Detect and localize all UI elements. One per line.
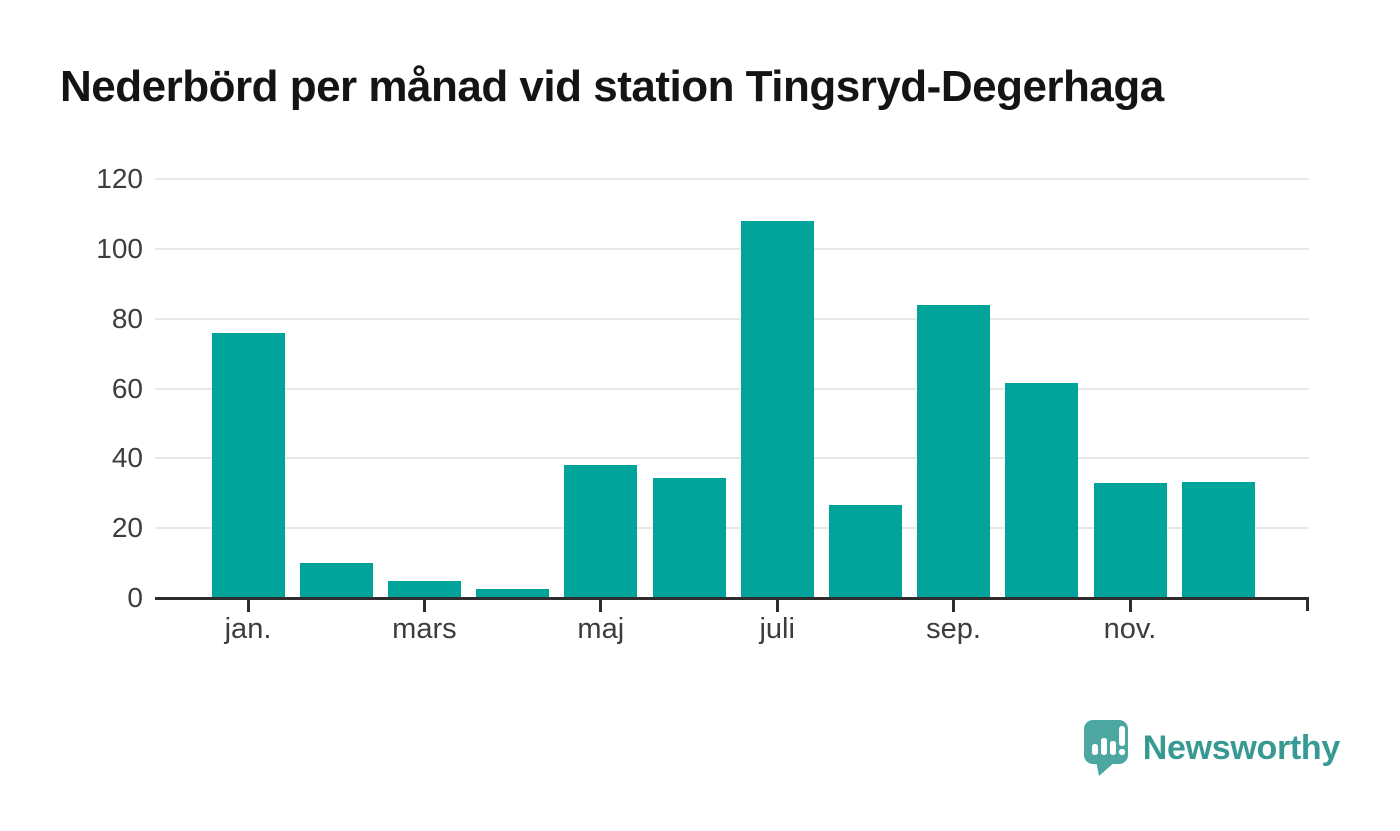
bar-okt. <box>1005 383 1079 598</box>
x-tick-maj <box>599 599 603 612</box>
x-tick-label-mars: mars <box>392 613 457 645</box>
gridline-60 <box>155 387 1309 390</box>
bar-maj <box>564 465 638 598</box>
y-tick-label-20: 20 <box>111 512 143 544</box>
x-tick-mars <box>422 599 426 612</box>
y-tick-label-100: 100 <box>96 232 143 264</box>
gridline-80 <box>155 317 1309 320</box>
gridline-20 <box>155 527 1309 530</box>
x-tick-label-sep.: sep. <box>926 613 982 645</box>
x-tick-label-jan.: jan. <box>224 613 272 645</box>
x-tick-sep. <box>952 599 956 612</box>
x-tick-jan. <box>246 599 250 612</box>
brand-name: Newsworthy <box>1142 728 1341 767</box>
newsworthy-logo: Newsworthy <box>1082 718 1340 778</box>
bar-juni <box>652 477 726 598</box>
bar-sep. <box>917 304 991 598</box>
x-tick-juli <box>775 599 779 612</box>
gridline-40 <box>155 457 1309 460</box>
x-tick-label-nov.: nov. <box>1103 613 1157 645</box>
bar-nov. <box>1093 482 1167 598</box>
x-tick-label-juli: juli <box>759 613 795 645</box>
y-tick-label-80: 80 <box>111 302 143 334</box>
newsworthy-speech-bubble-chart-icon <box>1083 720 1128 776</box>
bar-jan. <box>211 332 285 598</box>
x-axis-end-tick <box>1306 598 1309 611</box>
bar-mars <box>387 580 461 598</box>
x-tick-label-maj: maj <box>577 613 625 645</box>
bar-aug. <box>828 505 902 598</box>
x-axis-line <box>155 596 1309 600</box>
bar-apr. <box>476 589 550 598</box>
y-tick-label-60: 60 <box>111 372 143 404</box>
chart-title: Nederbörd per månad vid station Tingsryd… <box>60 62 1164 111</box>
y-tick-label-120: 120 <box>96 163 143 194</box>
x-tick-nov. <box>1128 599 1132 612</box>
bar-dec. <box>1181 481 1255 598</box>
y-tick-label-0: 0 <box>127 582 143 613</box>
gridline-100 <box>155 247 1309 250</box>
y-tick-label-40: 40 <box>111 442 143 474</box>
bar-juli <box>740 220 814 598</box>
gridline-120 <box>155 178 1309 180</box>
bar-feb. <box>299 563 373 598</box>
